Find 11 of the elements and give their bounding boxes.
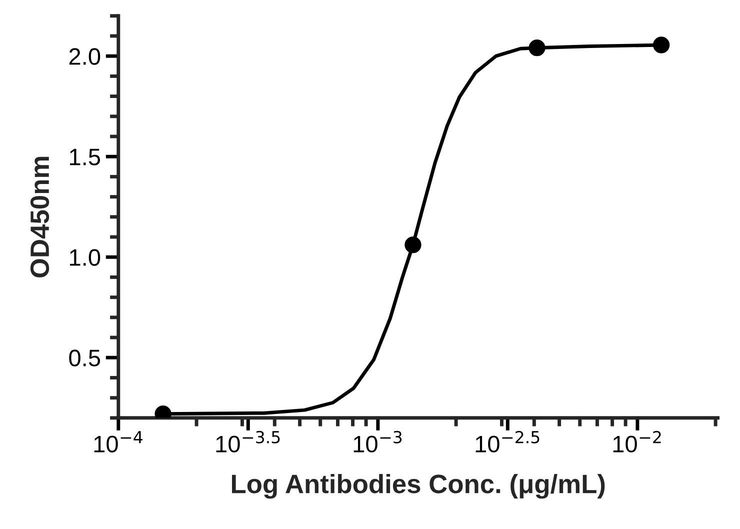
x-tick-label: 10$^{−4}$ bbox=[94, 431, 142, 452]
x-tick-label: 10$^{−2}$ bbox=[613, 430, 661, 452]
x-tick-label: 10$^{−3}$ bbox=[354, 430, 402, 452]
y-tick-label: 2.0 bbox=[69, 48, 100, 65]
y-tick-label: 1.5 bbox=[70, 148, 100, 166]
y-tick-label: 0.5 bbox=[69, 350, 100, 366]
y-tick-label: 1.0 bbox=[70, 249, 100, 266]
y-axis-title: OD450nm bbox=[30, 156, 50, 278]
x-tick-label: 10$^{−2.5}$ bbox=[476, 430, 540, 452]
x-tick-label: 10$^{−3.5}$ bbox=[216, 430, 280, 452]
x-axis-title: Log Antibodies Conc. (μg/mL) bbox=[232, 474, 605, 499]
